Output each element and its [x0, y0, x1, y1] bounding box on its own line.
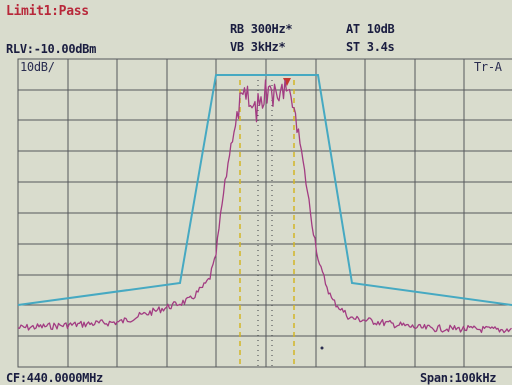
attenuation: AT 10dB: [346, 22, 395, 36]
center-dotted-lines: [257, 80, 273, 367]
resolution-bandwidth: RB 300Hz*: [230, 22, 293, 36]
spectrum-trace: [17, 79, 512, 334]
limit-line: [17, 74, 512, 306]
trace-label: Tr-A: [474, 60, 502, 74]
limit-status: Limit1:Pass: [6, 4, 89, 19]
marker-lines: [239, 80, 295, 367]
sweep-time: ST 3.4s: [346, 40, 395, 54]
reference-level: RLV:-10.00dBm: [6, 42, 97, 56]
graticule: [17, 58, 512, 368]
video-bandwidth: VB 3kHz*: [230, 40, 286, 54]
marker-dot: [320, 346, 324, 350]
scale-per-division: 10dB/: [20, 60, 55, 74]
span: Span:100kHz: [420, 371, 497, 385]
center-frequency: CF:440.0000MHz: [6, 371, 103, 385]
